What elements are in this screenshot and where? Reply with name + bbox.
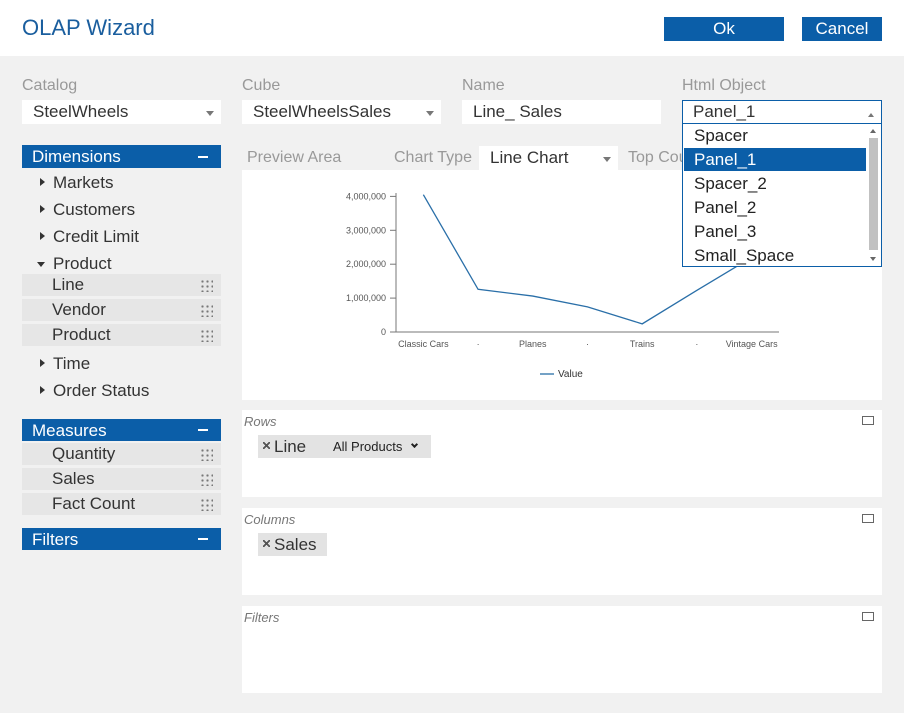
cancel-button[interactable]: Cancel [802, 17, 882, 41]
chart-type-label: Chart Type [394, 149, 472, 166]
top-count-label: Top Cou [628, 149, 688, 166]
expand-arrow [40, 232, 49, 240]
dialog-title: OLAP Wizard [22, 15, 155, 40]
expand-arrow [40, 359, 49, 367]
dimension-level[interactable]: Product [22, 324, 221, 346]
drag-grip [200, 473, 213, 486]
dropdown-option[interactable]: Small_Space [694, 246, 795, 265]
y-tick-label: 4,000,000 [346, 191, 386, 201]
filters-header[interactable]: Filters [22, 528, 221, 550]
x-tick-label: · [477, 339, 480, 349]
dropdown-option[interactable]: Panel_1 [684, 148, 866, 171]
measure-item[interactable]: Fact Count [22, 493, 221, 515]
collapse-icon [198, 538, 208, 540]
x-tick-label: · [695, 339, 698, 349]
dimensions-header[interactable]: Dimensions [22, 145, 221, 168]
expand-arrow [40, 178, 49, 186]
dimension-level[interactable]: Vendor [22, 299, 221, 321]
cube-label: Cube [242, 77, 281, 94]
drag-grip [200, 304, 213, 317]
chip-remove[interactable] [263, 442, 270, 449]
dimension-item[interactable]: Customers [22, 197, 221, 222]
scrollbar-thumb[interactable] [869, 138, 878, 250]
measures-header[interactable]: Measures [22, 419, 221, 441]
x-tick-label: · [586, 339, 589, 349]
y-tick-label: 0 [381, 327, 386, 337]
expand-arrow [40, 386, 49, 394]
measure-item[interactable]: Quantity [22, 443, 221, 465]
dimension-item[interactable]: Time [22, 351, 221, 376]
scroll-down-arrow[interactable] [870, 257, 876, 264]
y-tick-label: 1,000,000 [346, 293, 386, 303]
x-tick-label: Trains [630, 339, 655, 349]
collapse-icon [198, 156, 208, 158]
panel-title: Rows [244, 414, 277, 429]
dropdown-option[interactable]: Panel_2 [694, 198, 757, 217]
chart: 0 1,000,000 2,000,000 3,000,000 4,000,000 Cla… [346, 191, 779, 380]
dimension-level[interactable]: Line [22, 274, 221, 296]
dimension-item[interactable]: Markets [22, 170, 221, 195]
rows-panel: Rows Line All Products [242, 410, 882, 497]
chart-type-select[interactable]: Line Chart [479, 146, 618, 170]
catalog-label: Catalog [22, 77, 78, 94]
ok-button[interactable]: Ok [664, 17, 784, 41]
dimension-item[interactable]: Order Status [22, 378, 221, 403]
drag-grip [200, 329, 213, 342]
html-object-select[interactable]: Panel_1 [682, 100, 882, 124]
x-tick-label: Classic Cars [398, 339, 449, 349]
clear-icon[interactable] [862, 416, 874, 425]
scroll-up [868, 110, 874, 117]
collapse-icon [198, 429, 208, 431]
y-tick-label: 2,000,000 [346, 259, 386, 269]
columns-panel: Columns Sales [242, 508, 882, 595]
dropdown-option[interactable]: Spacer [694, 126, 748, 145]
chip-filter[interactable]: All Products [333, 435, 419, 458]
dimension-item[interactable]: Product [22, 251, 221, 276]
html-object-label: Html Object [682, 77, 766, 94]
drag-grip [200, 448, 213, 461]
dropdown-option[interactable]: Spacer_2 [694, 174, 767, 193]
clear-icon[interactable] [862, 612, 874, 621]
drag-grip [200, 279, 213, 292]
x-tick-label: Planes [519, 339, 547, 349]
cube-field[interactable]: SteelWheelsSales [242, 100, 441, 124]
dimension-item[interactable]: Credit Limit [22, 224, 221, 249]
legend-label: Value [558, 369, 583, 380]
y-tick-label: 3,000,000 [346, 225, 386, 235]
chevron [410, 440, 419, 449]
filters-panel: Filters [242, 606, 882, 693]
preview-label: Preview Area [247, 149, 342, 166]
expand-arrow [40, 205, 49, 213]
series-line [422, 194, 752, 325]
catalog-field[interactable]: SteelWheels [22, 100, 221, 124]
drag-grip [200, 498, 213, 511]
chip[interactable]: Line All Products [258, 435, 431, 458]
name-label: Name [462, 77, 505, 94]
expand-arrow [37, 262, 45, 271]
clear-icon[interactable] [862, 514, 874, 523]
measure-item[interactable]: Sales [22, 468, 221, 490]
chip[interactable]: Sales [258, 533, 327, 556]
dropdown-list: Spacer Panel_1 Spacer_2 Panel_2 Panel_3 Small… [682, 124, 882, 267]
dropdown-option[interactable]: Panel_3 [694, 222, 757, 241]
panel-title: Columns [244, 512, 296, 527]
scroll-up-arrow[interactable] [870, 126, 876, 133]
x-tick-label: Vintage Cars [726, 339, 778, 349]
chip-remove[interactable] [263, 540, 270, 547]
name-field[interactable]: Line_ Sales [462, 100, 661, 124]
panel-title: Filters [244, 610, 280, 625]
